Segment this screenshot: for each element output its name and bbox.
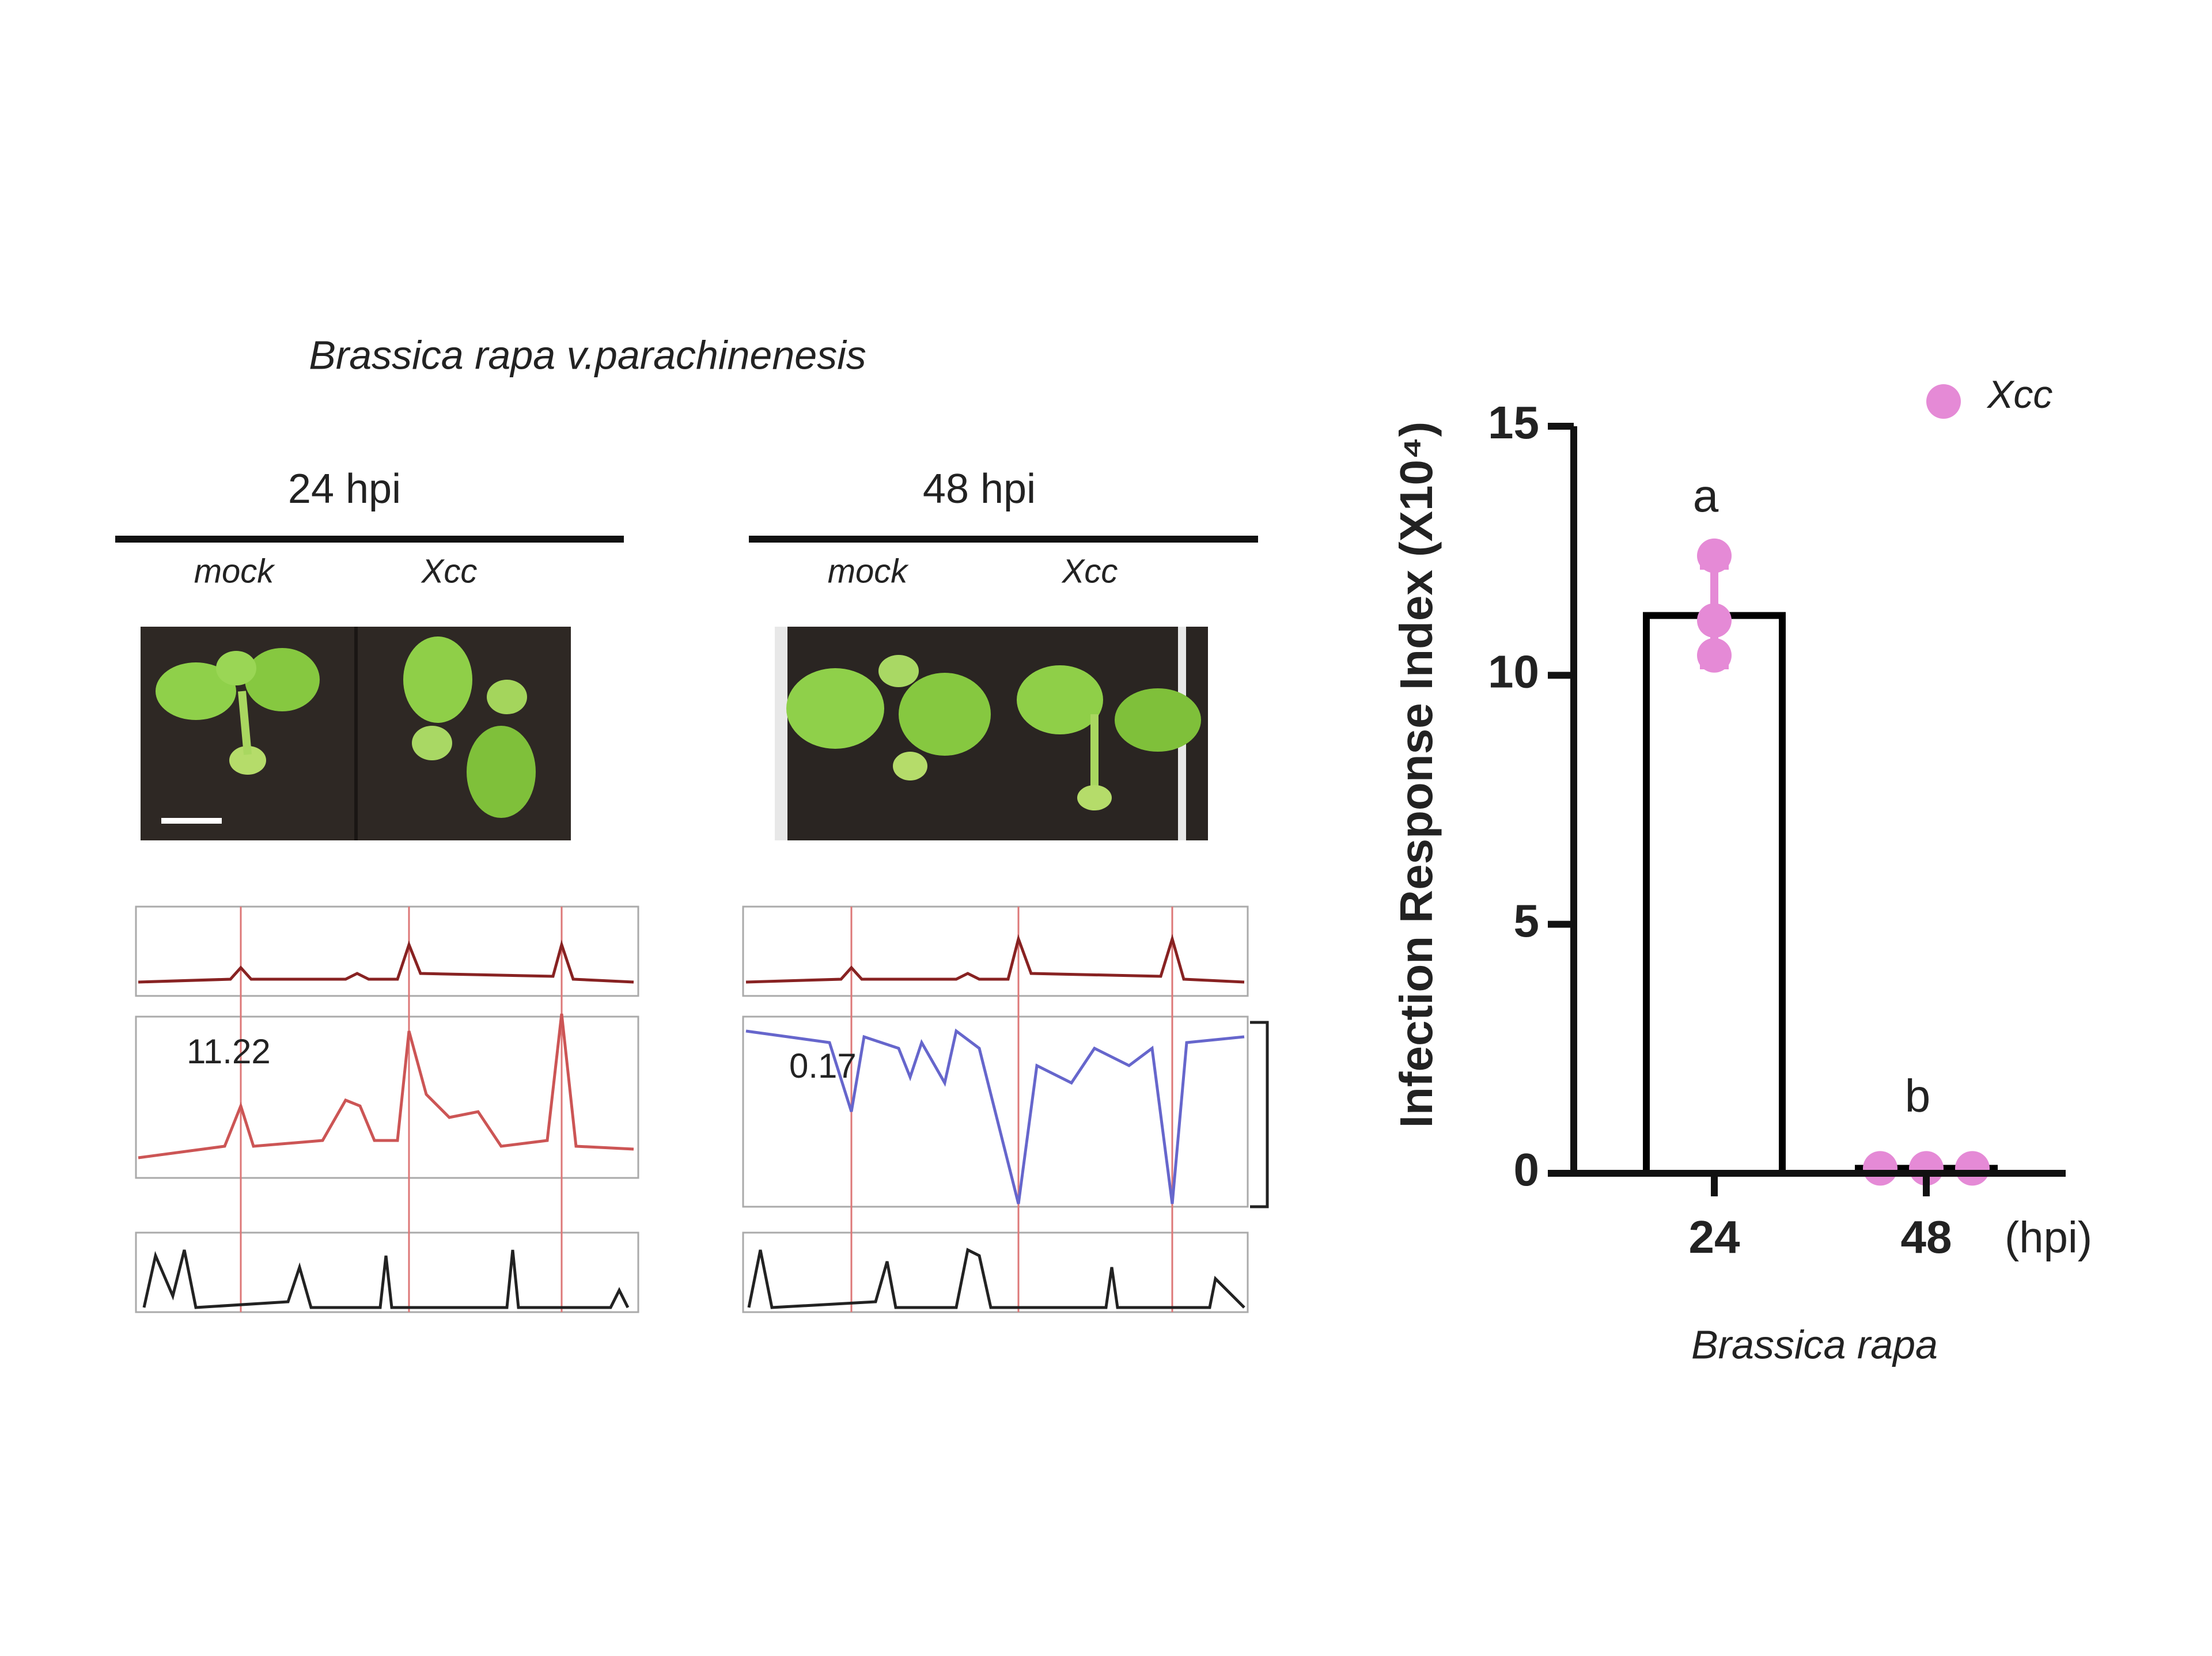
x-axis-label: Brassica rapa: [1691, 1322, 1938, 1367]
data-point: [1697, 638, 1732, 673]
bar: [1643, 612, 1786, 1177]
x-tick-label: 24: [1689, 1211, 1740, 1263]
data-point: [1863, 1151, 1897, 1186]
y-tick-label: 15: [1488, 397, 1539, 448]
photo: [141, 627, 571, 840]
x-unit: (hpi): [2005, 1213, 2092, 1262]
column-label: Xcc: [421, 552, 478, 590]
panel-title: Brassica rapa v.parachinenesis: [309, 332, 866, 377]
photo: [775, 627, 1208, 840]
data-point: [1697, 603, 1732, 638]
annotation: b: [1905, 1070, 1931, 1121]
spectra: [135, 905, 1269, 1313]
group-label: 24 hpi: [288, 466, 401, 512]
y-tick-label: 10: [1488, 646, 1539, 697]
y-tick-label: 0: [1514, 1144, 1540, 1195]
y-axis-label: Infection Response Index (X10⁴): [1391, 422, 1442, 1128]
legend-label: Xcc: [1986, 373, 2052, 416]
score-label: 0.17: [789, 1047, 857, 1085]
legend-marker: [1926, 384, 1961, 419]
column-label: mock: [828, 552, 910, 590]
column-label: Xcc: [1061, 552, 1118, 590]
score-label: 11.22: [187, 1032, 271, 1071]
data-point: [1955, 1151, 1990, 1186]
data-point: [1909, 1151, 1944, 1186]
y-tick-label: 5: [1514, 895, 1540, 946]
column-label: mock: [194, 552, 276, 590]
x-tick-label: 48: [1901, 1211, 1952, 1263]
annotation: a: [1693, 470, 1719, 521]
data-point: [1697, 538, 1732, 573]
group-label: 48 hpi: [923, 466, 1036, 512]
